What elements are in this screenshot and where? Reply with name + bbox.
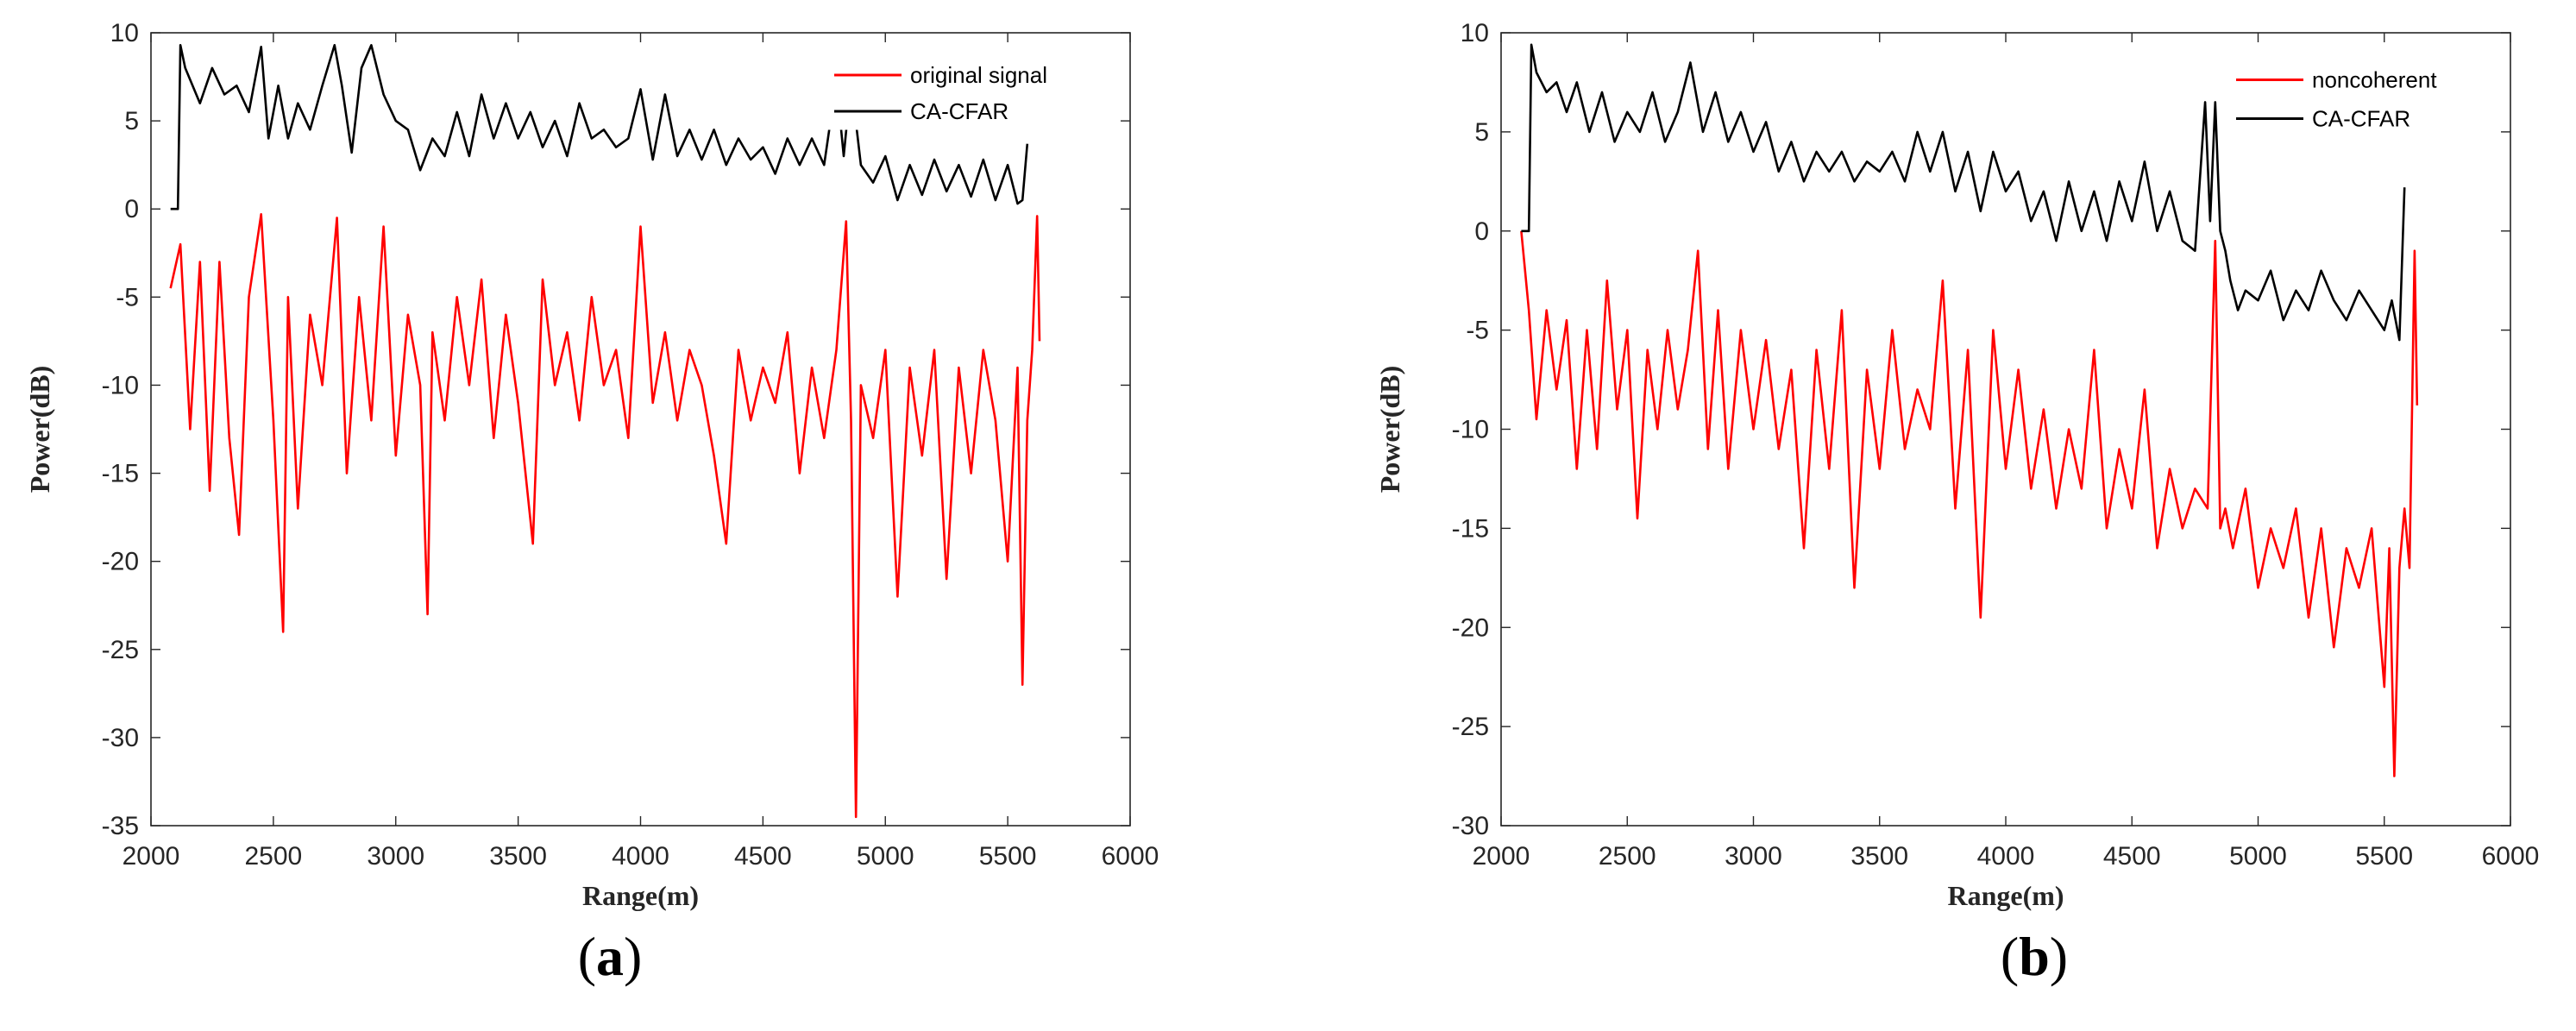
legend-box [823, 56, 1105, 130]
y-tick-label: -20 [1452, 613, 1489, 642]
x-tick-label: 6000 [1102, 842, 1159, 871]
x-tick-label: 5000 [2229, 842, 2287, 871]
x-tick-label: 5000 [857, 842, 914, 871]
y-tick-label: -25 [1452, 713, 1489, 741]
y-tick-label: 0 [124, 195, 139, 223]
plot-area [1500, 32, 2511, 827]
y-tick-label: 5 [124, 107, 139, 135]
y-tick-label: -10 [1452, 416, 1489, 444]
y-tick-label: -20 [102, 548, 139, 576]
y-tick-label: -10 [102, 371, 139, 399]
panel-label-paren: ( [578, 926, 596, 987]
chart-b: 2000 2500 3000 3500 4000 4500 5000 5500 6000 -30 -… [1374, 19, 2539, 987]
y-tick-label: -15 [102, 460, 139, 488]
x-tick-label: 2500 [245, 842, 303, 871]
y-tick-label: 0 [1474, 217, 1489, 246]
y-tick-label: -30 [1452, 812, 1489, 840]
x-tick-label: 3000 [367, 842, 424, 871]
y-tick-label: 10 [1461, 19, 1489, 47]
panel-label-paren: ) [2050, 926, 2068, 987]
x-tick-label: 4000 [612, 842, 669, 871]
x-tick-label: 4000 [1977, 842, 2035, 871]
series-line-ca-cfar [1521, 43, 2406, 342]
series-line-noncoherent [1520, 230, 2419, 777]
y-axis-label: Power(dB) [24, 366, 55, 493]
y-tick-label: -5 [116, 283, 139, 311]
legend-label: CA-CFAR [2312, 106, 2410, 132]
y-tick-label: -30 [102, 724, 139, 752]
x-tick-label: 5500 [979, 842, 1037, 871]
x-tick-label: 6000 [2482, 842, 2540, 871]
x-tick-label: 5500 [2355, 842, 2413, 871]
y-axis-label: Power(dB) [1374, 366, 1405, 493]
y-tick-label: 10 [110, 19, 139, 47]
y-tick-label: -15 [1452, 514, 1489, 543]
x-tick-label: 3500 [489, 842, 547, 871]
x-tick-label: 2000 [123, 842, 180, 871]
panel-label: (a) [578, 926, 643, 987]
panel-label: (b) [2001, 926, 2068, 987]
x-axis-label: Range(m) [582, 880, 699, 911]
panel-label-paren: ) [624, 926, 642, 987]
legend-label: original signal [910, 62, 1047, 88]
x-axis-label: Range(m) [1947, 880, 2064, 911]
panel-label-paren: ( [2001, 926, 2019, 987]
y-tick-label: -5 [1466, 317, 1489, 345]
x-tick-label: 4500 [734, 842, 792, 871]
legend-label: CA-CFAR [910, 98, 1008, 124]
y-tick-label: 5 [1474, 118, 1489, 147]
plot-area [150, 32, 1131, 827]
x-tick-label: 3000 [1725, 842, 1782, 871]
y-tick-label: -25 [102, 636, 139, 664]
series-line-original-signal [169, 213, 1041, 819]
legend-label: noncoherent [2312, 67, 2437, 93]
y-tick-label: -35 [102, 812, 139, 840]
panel-label-letter: b [2019, 926, 2050, 987]
panel-label-letter: a [596, 926, 624, 987]
series-line-ca-cfar [170, 43, 1029, 211]
chart-a: 2000 2500 3000 3500 4000 4500 5000 5500 6000 -35 -… [24, 19, 1159, 987]
x-tick-label: 2500 [1599, 842, 1656, 871]
x-tick-label: 4500 [2103, 842, 2161, 871]
x-tick-label: 2000 [1473, 842, 1530, 871]
legend-box [2225, 60, 2487, 139]
x-tick-label: 3500 [1850, 842, 1908, 871]
